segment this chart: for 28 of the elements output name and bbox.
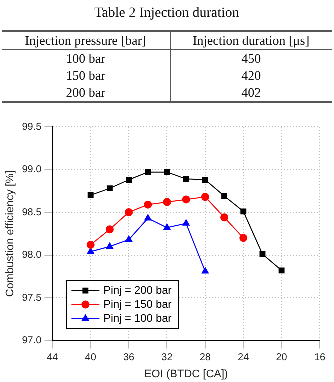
legend-label: Pinj = 100 bar bbox=[104, 312, 172, 325]
y-tick-label: 98.5 bbox=[22, 207, 42, 218]
y-tick-label: 98.0 bbox=[22, 250, 42, 262]
legend-label: Pinj = 200 bar bbox=[104, 284, 172, 297]
legend-label: Pinj = 150 bar bbox=[104, 298, 172, 311]
x-tick-label: 40 bbox=[85, 352, 97, 364]
data-label: 450 bbox=[240, 50, 262, 67]
data-label: 402 bbox=[170, 84, 332, 102]
y-tick-label: 97.5 bbox=[22, 292, 42, 304]
category-label: 150 bar bbox=[2, 67, 170, 84]
x-tick-label: 16 bbox=[314, 352, 326, 364]
category-label: 200 bar bbox=[2, 84, 170, 102]
x-axis-title: EOI (BTDC [CA]) bbox=[144, 368, 228, 380]
text: Injection duration [μs] bbox=[170, 31, 332, 50]
y-tick-label: 99.0 bbox=[22, 164, 42, 176]
y-axis-title: Combustion efficiency [%] bbox=[4, 170, 17, 298]
data-label: 420 bbox=[240, 67, 262, 84]
x-tick-label: 32 bbox=[162, 352, 174, 364]
y-tick-label: 97.0 bbox=[22, 336, 42, 347]
x-tick-label: 20 bbox=[276, 352, 288, 364]
category-label: 100 bar bbox=[2, 50, 170, 67]
text: Injection pressure [bar] bbox=[2, 31, 170, 50]
text: Table 2 Injection duration bbox=[94, 5, 240, 23]
y-tick-label: 99.5 bbox=[22, 122, 42, 133]
x-tick-label: 36 bbox=[123, 352, 136, 364]
x-tick-label: 28 bbox=[200, 352, 212, 364]
x-tick-label: 44 bbox=[47, 352, 59, 364]
x-tick-label: 24 bbox=[238, 352, 250, 364]
